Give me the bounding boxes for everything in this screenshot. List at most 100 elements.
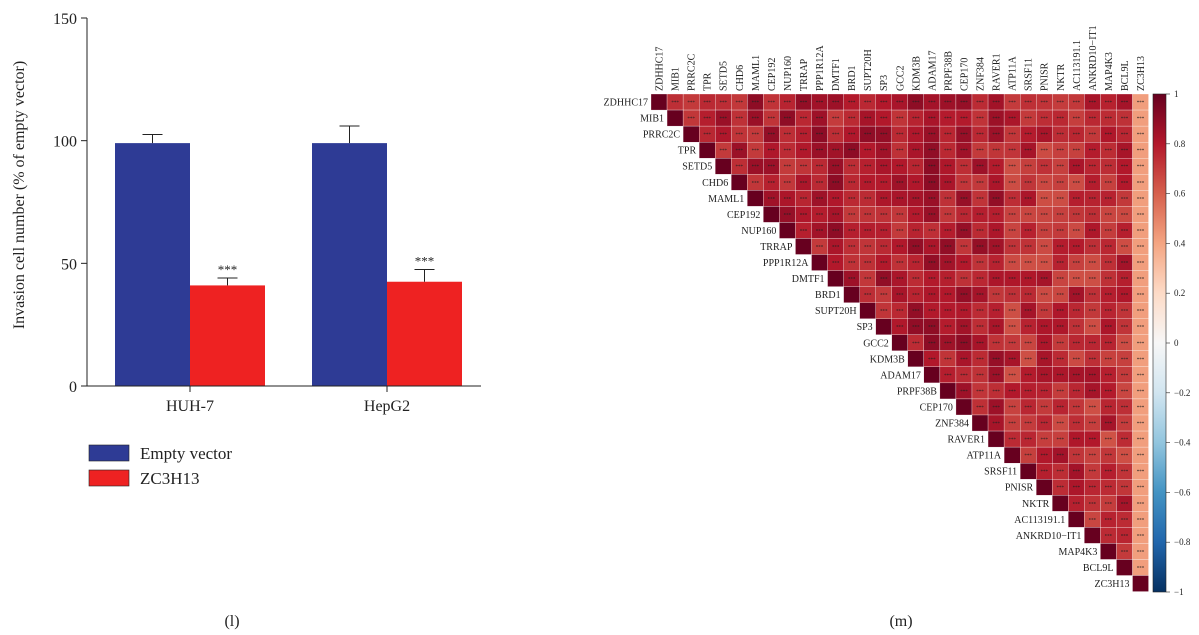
cell-significance: ***: [1105, 165, 1113, 170]
cell-significance: ***: [1105, 406, 1113, 411]
row-label: MAML1: [708, 194, 744, 205]
heatmap-cell: [939, 382, 957, 400]
heatmap-cell: [731, 174, 748, 191]
heatmap-cell: [699, 141, 716, 159]
cell-significance: ***: [848, 278, 856, 283]
cell-significance: ***: [1073, 502, 1081, 507]
cell-significance: ***: [800, 181, 808, 186]
row-label: CHD6: [702, 178, 728, 189]
row-label: CEP170: [920, 402, 953, 413]
cell-significance: ***: [1105, 358, 1113, 363]
cell-significance: ***: [1057, 374, 1065, 379]
column-label: PRRC2C: [687, 53, 698, 91]
cell-significance: ***: [1121, 181, 1129, 186]
cell-significance: ***: [1073, 262, 1081, 267]
heatmap-cell: [923, 366, 941, 384]
cell-significance: ***: [1105, 438, 1113, 443]
cell-significance: ***: [960, 213, 968, 218]
cell-significance: ***: [960, 101, 968, 106]
cell-significance: ***: [1040, 422, 1048, 427]
cell-significance: ***: [864, 101, 872, 106]
cell-significance: ***: [1008, 262, 1016, 267]
cell-significance: ***: [992, 229, 1000, 234]
cell-significance: ***: [960, 117, 968, 122]
cell-significance: ***: [800, 133, 808, 138]
cell-significance: ***: [1008, 438, 1016, 443]
cell-significance: ***: [784, 117, 792, 122]
cell-significance: ***: [816, 245, 824, 250]
row-label: ZDHHC17: [604, 98, 648, 109]
cell-significance: ***: [784, 181, 792, 186]
heatmap-cell: [650, 93, 668, 111]
cell-significance: ***: [1105, 374, 1113, 379]
cell-significance: ***: [960, 197, 968, 202]
cell-significance: ***: [928, 278, 936, 283]
cell-significance: ***: [1137, 566, 1145, 571]
cell-significance: ***: [1073, 278, 1081, 283]
cell-significance: ***: [800, 101, 808, 106]
cell-significance: ***: [944, 229, 952, 234]
cell-significance: ***: [960, 133, 968, 138]
cell-significance: ***: [896, 197, 904, 202]
cell-significance: ***: [1121, 438, 1129, 443]
cell-significance: ***: [1057, 165, 1065, 170]
cell-significance: ***: [1137, 326, 1145, 331]
cell-significance: ***: [992, 181, 1000, 186]
cell-significance: ***: [1089, 486, 1097, 491]
cell-significance: ***: [880, 117, 888, 122]
cell-significance: ***: [976, 229, 984, 234]
cell-significance: ***: [960, 149, 968, 154]
cell-significance: ***: [960, 278, 968, 283]
cell-significance: ***: [944, 181, 952, 186]
cell-significance: ***: [1137, 133, 1145, 138]
cell-significance: ***: [1089, 422, 1097, 427]
cell-significance: ***: [864, 181, 872, 186]
cell-significance: ***: [1008, 117, 1016, 122]
cell-significance: ***: [992, 342, 1000, 347]
heatmap-cell: [1068, 511, 1085, 528]
cell-significance: ***: [976, 165, 984, 170]
row-label: PRRC2C: [643, 130, 681, 141]
cell-significance: ***: [960, 262, 968, 267]
cell-significance: ***: [816, 181, 824, 186]
cell-significance: ***: [1057, 486, 1065, 491]
cell-significance: ***: [1073, 197, 1081, 202]
cell-significance: ***: [1024, 197, 1032, 202]
cell-significance: ***: [912, 149, 920, 154]
significance-label: ***: [218, 262, 238, 277]
cell-significance: ***: [992, 374, 1000, 379]
cell-significance: ***: [1057, 117, 1065, 122]
cell-significance: ***: [912, 133, 920, 138]
cell-significance: ***: [1024, 406, 1032, 411]
cell-significance: ***: [928, 117, 936, 122]
cell-significance: ***: [719, 149, 727, 154]
cell-significance: ***: [1024, 326, 1032, 331]
cell-significance: ***: [1089, 358, 1097, 363]
cell-significance: ***: [1089, 374, 1097, 379]
cell-significance: ***: [928, 197, 936, 202]
cell-significance: ***: [880, 101, 888, 106]
cell-significance: ***: [1057, 262, 1065, 267]
cell-significance: ***: [832, 149, 840, 154]
heatmap-cell: [715, 158, 732, 175]
cell-significance: ***: [736, 149, 744, 154]
cell-significance: ***: [1073, 470, 1081, 475]
colorbar-tick-label: −0.6: [1174, 487, 1191, 497]
cell-significance: ***: [896, 229, 904, 234]
row-label: BCL9L: [1083, 563, 1114, 574]
cell-significance: ***: [992, 422, 1000, 427]
cell-significance: ***: [912, 165, 920, 170]
cell-significance: ***: [1073, 133, 1081, 138]
cell-significance: ***: [944, 278, 952, 283]
cell-significance: ***: [976, 342, 984, 347]
column-label: GCC2: [895, 65, 906, 91]
cell-significance: ***: [816, 213, 824, 218]
cell-significance: ***: [944, 326, 952, 331]
cell-significance: ***: [1137, 245, 1145, 250]
cell-significance: ***: [1040, 374, 1048, 379]
colorbar-tick-label: −0.8: [1174, 537, 1191, 547]
heatmap-cell: [1084, 527, 1101, 544]
cell-significance: ***: [1137, 518, 1145, 523]
cell-significance: ***: [1008, 165, 1016, 170]
cell-significance: ***: [1040, 213, 1048, 218]
